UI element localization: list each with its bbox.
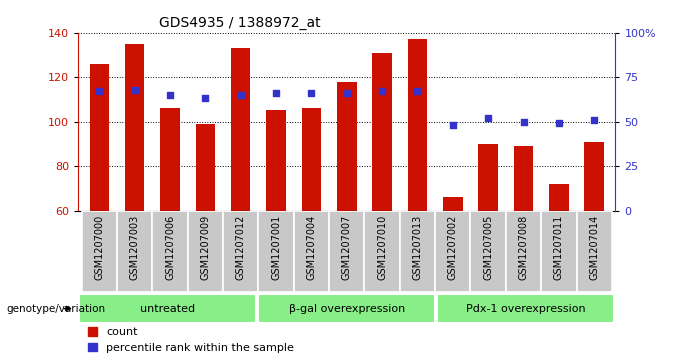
Bar [443, 197, 462, 211]
Text: GSM1207009: GSM1207009 [201, 215, 210, 280]
Bar [435, 211, 471, 292]
Point [412, 89, 423, 94]
Text: GSM1207006: GSM1207006 [165, 215, 175, 280]
Bar [90, 64, 109, 211]
Point [165, 92, 175, 98]
Bar [585, 142, 604, 211]
Text: genotype/variation: genotype/variation [7, 303, 106, 314]
Bar [373, 53, 392, 211]
Bar [541, 211, 577, 292]
Text: GSM1207004: GSM1207004 [307, 215, 316, 280]
Point [483, 115, 494, 121]
Text: GSM1207002: GSM1207002 [448, 215, 458, 280]
Bar [152, 211, 188, 292]
Text: Pdx-1 overexpression: Pdx-1 overexpression [466, 303, 585, 314]
Text: GSM1207010: GSM1207010 [377, 215, 387, 280]
Point [447, 122, 458, 128]
Text: GSM1207007: GSM1207007 [342, 215, 352, 280]
Point [200, 95, 211, 101]
Bar [506, 211, 541, 292]
Text: GSM1207003: GSM1207003 [130, 215, 140, 280]
Bar [231, 48, 250, 211]
Text: untreated: untreated [140, 303, 195, 314]
Bar [267, 110, 286, 211]
Bar [329, 211, 364, 292]
Bar [294, 211, 329, 292]
Text: GSM1207013: GSM1207013 [413, 215, 422, 280]
Bar [400, 211, 435, 292]
Point [271, 90, 282, 96]
Bar [160, 108, 180, 211]
Bar [188, 211, 223, 292]
Text: GSM1207000: GSM1207000 [95, 215, 105, 280]
Bar [514, 146, 533, 211]
Text: GDS4935 / 1388972_at: GDS4935 / 1388972_at [158, 16, 320, 30]
Bar [223, 211, 258, 292]
Text: GSM1207001: GSM1207001 [271, 215, 281, 280]
Text: β-gal overexpression: β-gal overexpression [289, 303, 405, 314]
Bar [258, 211, 294, 292]
Text: GSM1207005: GSM1207005 [483, 215, 493, 280]
Bar [80, 294, 256, 323]
Point [129, 87, 140, 93]
Point [94, 89, 105, 94]
Bar [258, 294, 435, 323]
Bar [117, 211, 152, 292]
Bar [479, 144, 498, 211]
Bar [302, 108, 321, 211]
Point [235, 92, 246, 98]
Text: GSM1207008: GSM1207008 [519, 215, 528, 280]
Bar [125, 44, 144, 211]
Bar [337, 82, 356, 211]
Bar [196, 124, 215, 211]
Bar [364, 211, 400, 292]
Point [518, 119, 529, 125]
Point [554, 121, 564, 126]
Bar [408, 39, 427, 211]
Text: GSM1207011: GSM1207011 [554, 215, 564, 280]
Point [377, 89, 388, 94]
Text: GSM1207014: GSM1207014 [589, 215, 599, 280]
Point [341, 90, 352, 96]
Bar [82, 211, 117, 292]
Bar [471, 211, 506, 292]
Bar [549, 184, 568, 211]
Legend: count, percentile rank within the sample: count, percentile rank within the sample [84, 323, 299, 358]
Text: GSM1207012: GSM1207012 [236, 215, 245, 280]
Point [306, 90, 317, 96]
Bar [577, 211, 612, 292]
Bar [437, 294, 614, 323]
Point [589, 117, 600, 123]
